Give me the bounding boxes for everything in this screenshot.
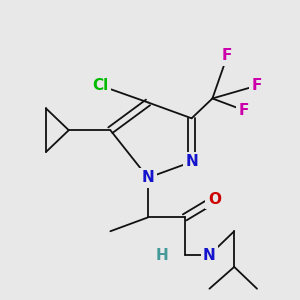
Text: F: F [252,78,262,93]
Text: F: F [239,103,249,118]
Text: O: O [208,192,221,207]
Text: Cl: Cl [92,78,109,93]
Text: N: N [185,154,198,169]
Text: N: N [203,248,216,262]
Text: H: H [155,248,168,262]
Text: F: F [222,48,232,63]
Text: N: N [142,170,154,185]
